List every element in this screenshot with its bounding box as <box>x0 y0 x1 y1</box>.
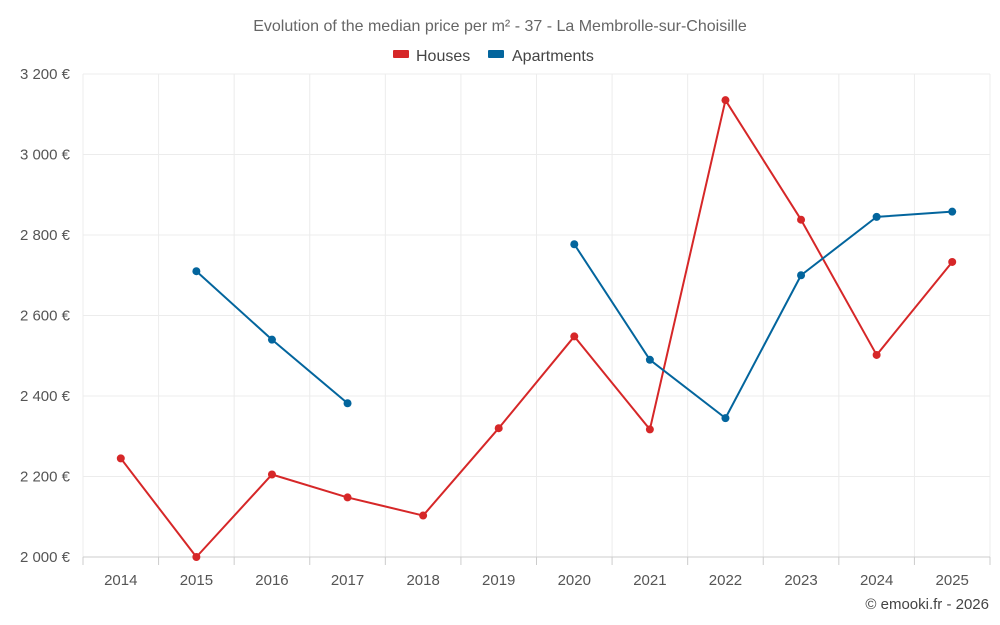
data-point-houses[interactable] <box>419 511 428 520</box>
x-tick-label: 2025 <box>936 572 969 589</box>
series-houses <box>116 96 957 561</box>
data-point-houses[interactable] <box>797 215 806 224</box>
data-point-apartments[interactable] <box>267 335 276 344</box>
data-point-apartments[interactable] <box>872 212 881 221</box>
data-point-apartments[interactable] <box>797 271 806 280</box>
y-tick-label: 2 200 € <box>20 469 71 486</box>
series <box>116 96 957 561</box>
credit-text: © emooki.fr - 2026 <box>865 596 989 613</box>
data-point-houses[interactable] <box>192 553 201 561</box>
grid <box>82 73 991 557</box>
y-tick-label: 2 800 € <box>20 227 71 244</box>
data-point-apartments[interactable] <box>645 355 654 364</box>
data-point-houses[interactable] <box>948 257 957 266</box>
y-tick-label: 2 600 € <box>20 308 71 325</box>
legend-item-houses[interactable]: Houses <box>393 48 470 65</box>
data-point-apartments[interactable] <box>721 414 730 423</box>
legend-swatch-apartments <box>488 50 504 58</box>
data-point-houses[interactable] <box>721 96 730 105</box>
y-tick-label: 3 000 € <box>20 147 71 164</box>
axes: 2 000 € 2 200 € 2 400 € 2 600 € 2 800 € 3 000… <box>20 66 991 589</box>
data-point-houses[interactable] <box>267 470 276 479</box>
x-tick-label: 2017 <box>331 572 364 589</box>
x-tick-label: 2021 <box>633 572 666 589</box>
data-point-houses[interactable] <box>343 493 352 502</box>
y-tick-label: 3 200 € <box>20 66 71 83</box>
x-tick-label: 2020 <box>558 572 591 589</box>
series-line-houses <box>119 99 953 558</box>
legend-swatch-houses <box>393 50 409 58</box>
y-tick-label: 2 000 € <box>20 549 71 566</box>
data-point-apartments[interactable] <box>570 240 579 249</box>
x-tick-label: 2024 <box>860 572 893 589</box>
data-point-houses[interactable] <box>645 425 654 434</box>
x-tick-label: 2019 <box>482 572 515 589</box>
x-tick-label: 2023 <box>784 572 817 589</box>
y-tick-label: 2 400 € <box>20 388 71 405</box>
data-point-apartments[interactable] <box>948 207 957 216</box>
series-line-apartments <box>573 210 953 420</box>
data-point-houses[interactable] <box>872 350 881 359</box>
data-point-houses[interactable] <box>494 424 503 433</box>
data-point-houses[interactable] <box>116 454 125 463</box>
data-point-apartments[interactable] <box>192 267 201 276</box>
x-tick-label: 2015 <box>180 572 213 589</box>
legend-item-apartments[interactable]: Apartments <box>488 48 594 65</box>
legend: Houses Apartments <box>393 48 594 65</box>
legend-label-apartments: Apartments <box>512 48 594 65</box>
legend-label-houses: Houses <box>416 48 470 65</box>
x-tick-label: 2018 <box>406 572 439 589</box>
chart-title: Evolution of the median price per m² - 3… <box>253 18 747 35</box>
x-tick-label: 2016 <box>255 572 288 589</box>
data-point-houses[interactable] <box>570 332 579 341</box>
data-point-apartments[interactable] <box>343 399 352 408</box>
series-apartments <box>192 207 957 423</box>
x-tick-label: 2022 <box>709 572 742 589</box>
x-tick-label: 2014 <box>104 572 137 589</box>
